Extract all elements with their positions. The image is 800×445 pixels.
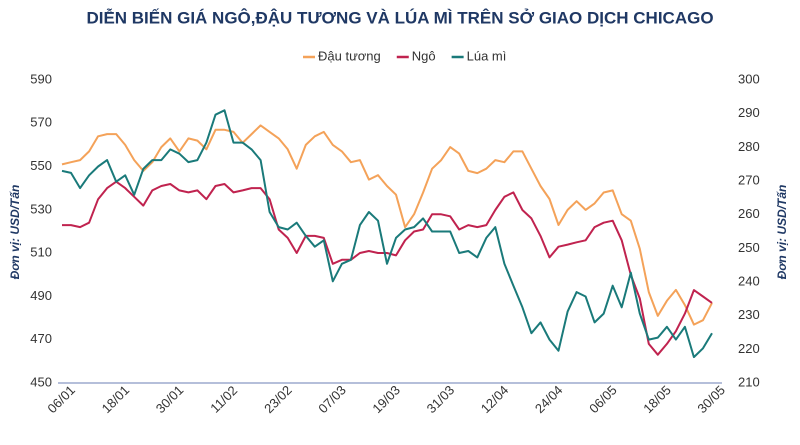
y2-tick-label: 290 <box>738 105 760 120</box>
x-tick-label: 23/02 <box>261 382 295 416</box>
series-line <box>61 124 713 326</box>
legend-label: Lúa mì <box>467 48 507 63</box>
y-tick-label: 510 <box>30 245 52 260</box>
x-tick-label: 18/01 <box>99 382 133 416</box>
x-tick-label: 06/05 <box>586 382 620 416</box>
y2-axis-title: Đơn vị: USD/Tấn <box>775 185 789 280</box>
x-tick-label: 30/05 <box>694 382 728 416</box>
y2-tick-label: 270 <box>738 172 760 187</box>
y2-tick-label: 230 <box>738 307 760 322</box>
y-tick-label: 570 <box>30 115 52 130</box>
chart-title: DIỄN BIẾN GIÁ NGÔ,ĐẬU TƯƠNG VÀ LÚA MÌ TR… <box>86 8 713 27</box>
legend-label: Đậu tương <box>318 48 381 63</box>
x-tick-label: 19/03 <box>369 382 403 416</box>
y2-tick-label: 250 <box>738 240 760 255</box>
x-tick-label: 18/05 <box>640 382 674 416</box>
y-tick-label: 470 <box>30 331 52 346</box>
y2-tick-label: 280 <box>738 139 760 154</box>
y2-tick-label: 220 <box>738 341 760 356</box>
y2-tick-label: 240 <box>738 273 760 288</box>
x-tick-label: 07/03 <box>315 382 349 416</box>
y2-tick-label: 210 <box>738 374 760 389</box>
y2-tick-label: 260 <box>738 206 760 221</box>
x-tick-label: 24/04 <box>532 382 566 416</box>
y-tick-label: 490 <box>30 288 52 303</box>
y2-tick-label: 300 <box>738 71 760 86</box>
x-tick-label: 12/04 <box>478 382 512 416</box>
y-tick-label: 590 <box>30 71 52 86</box>
y-tick-label: 450 <box>30 374 52 389</box>
x-tick-label: 31/03 <box>424 382 458 416</box>
series-line <box>62 180 713 356</box>
y-axis-title: Đơn vị: USD/Tấn <box>8 185 22 280</box>
x-tick-label: 30/01 <box>153 382 187 416</box>
x-tick-label: 11/02 <box>207 383 240 416</box>
y-tick-label: 530 <box>30 201 52 216</box>
legend-label: Ngô <box>412 48 436 63</box>
series-line <box>61 109 713 359</box>
y-tick-label: 550 <box>30 158 52 173</box>
